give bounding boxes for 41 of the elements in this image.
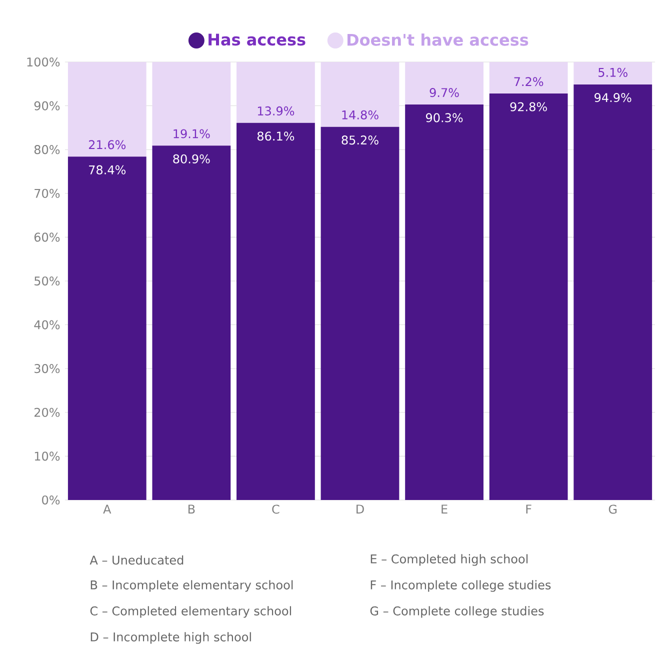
y-tick-label: 100% [27, 57, 60, 67]
data-label: 80.9% [173, 154, 210, 164]
data-label: 9.7% [430, 88, 459, 98]
data-label: 86.1% [257, 132, 294, 141]
data-label: 90.3% [426, 113, 463, 122]
x-tick-label: A [103, 504, 112, 514]
y-tick-label: 60% [34, 232, 60, 242]
legend-label: Has access [208, 34, 306, 46]
text: D – Incomplete high school [90, 632, 251, 644]
text: G – Complete college studies [370, 606, 544, 618]
data-label: 92.8% [510, 102, 547, 112]
y-tick-label: 90% [34, 101, 60, 110]
x-tick-label: B [188, 504, 195, 514]
text: F – Incomplete college studies [370, 580, 551, 592]
data-label: 13.9% [258, 106, 294, 116]
x-tick-label: E [442, 504, 448, 514]
legend-label: Doesn't have access [348, 33, 528, 46]
text: E – Completed high school [370, 554, 528, 566]
y-tick-label: 50% [34, 276, 60, 286]
y-tick-label: 30% [34, 364, 60, 374]
y-tick-label: 70% [34, 188, 60, 198]
text: A – Uneducated [90, 555, 184, 565]
text: C – Completed elementary school [90, 606, 292, 618]
data-label: 19.1% [174, 129, 210, 138]
x-tick-label: G [608, 504, 617, 514]
y-tick-label: 20% [34, 408, 60, 417]
x-tick-label: D [356, 504, 364, 514]
data-label: 14.8% [342, 110, 378, 120]
text: B – Incomplete elementary school [90, 580, 293, 592]
y-tick-label: 80% [34, 145, 60, 154]
data-label: 7.2% [514, 77, 544, 86]
x-tick-label: F [526, 504, 532, 514]
y-tick-label: 10% [34, 452, 60, 461]
y-tick-label: 0% [42, 495, 60, 505]
data-label: 94.9% [594, 93, 632, 102]
data-label: 78.4% [89, 165, 126, 174]
y-tick-label: 40% [34, 320, 60, 330]
data-label: 21.6% [88, 140, 126, 150]
x-tick-label: C [272, 504, 280, 514]
data-label: 85.2% [342, 136, 378, 145]
data-label: 5.1% [598, 68, 628, 77]
